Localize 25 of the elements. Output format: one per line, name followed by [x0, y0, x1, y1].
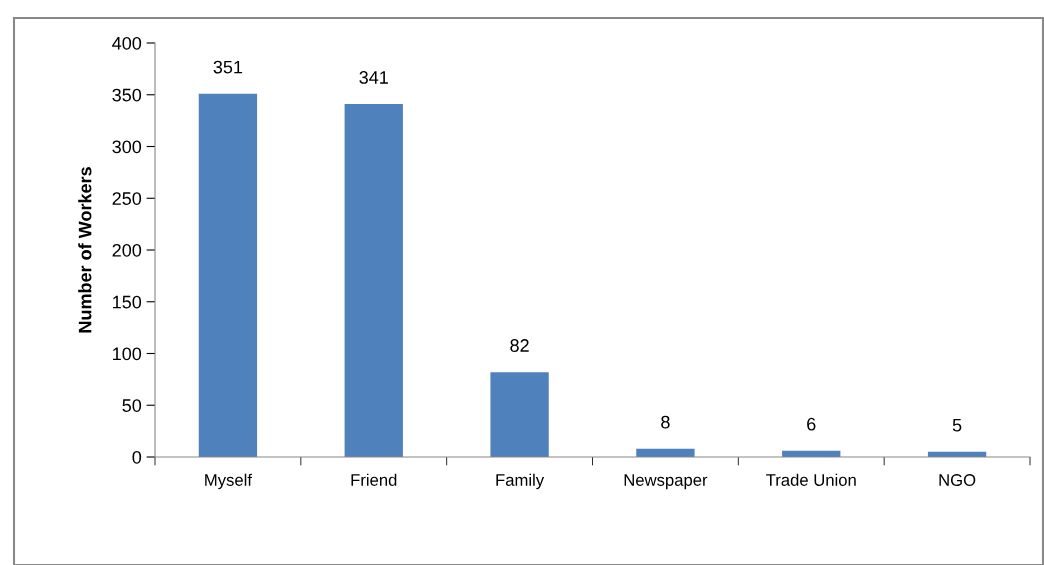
x-tick-label: Family: [496, 473, 545, 490]
data-label: 8: [661, 415, 670, 429]
y-tick-label: 200: [112, 243, 142, 257]
data-label: 5: [952, 418, 962, 432]
y-tick-label: 100: [113, 347, 142, 361]
y-tick-label: 300: [112, 140, 142, 154]
data-label: 351: [213, 60, 243, 74]
bar: [344, 104, 403, 457]
x-tick-label: Newspaper: [624, 474, 708, 490]
y-tick-label: 250: [112, 192, 142, 205]
data-label: 82: [510, 339, 529, 352]
x-tick-label: Trade Union: [766, 473, 856, 486]
x-tick-label: NGO: [939, 474, 976, 486]
y-tick-label: 150: [113, 295, 142, 309]
x-tick-label: Myself: [205, 473, 253, 490]
y-tick-label: 350: [112, 88, 142, 102]
bar: [490, 372, 549, 457]
y-tick-label: 0: [132, 450, 142, 464]
bar: [198, 93, 258, 457]
data-label: 341: [359, 71, 388, 84]
x-tick-label: Friend: [351, 473, 397, 486]
y-tick-label: 400: [112, 36, 142, 50]
data-label: 6: [807, 417, 816, 431]
y-tick-label: 50: [122, 399, 142, 412]
y-axis-title: Number of Workers: [78, 167, 92, 333]
